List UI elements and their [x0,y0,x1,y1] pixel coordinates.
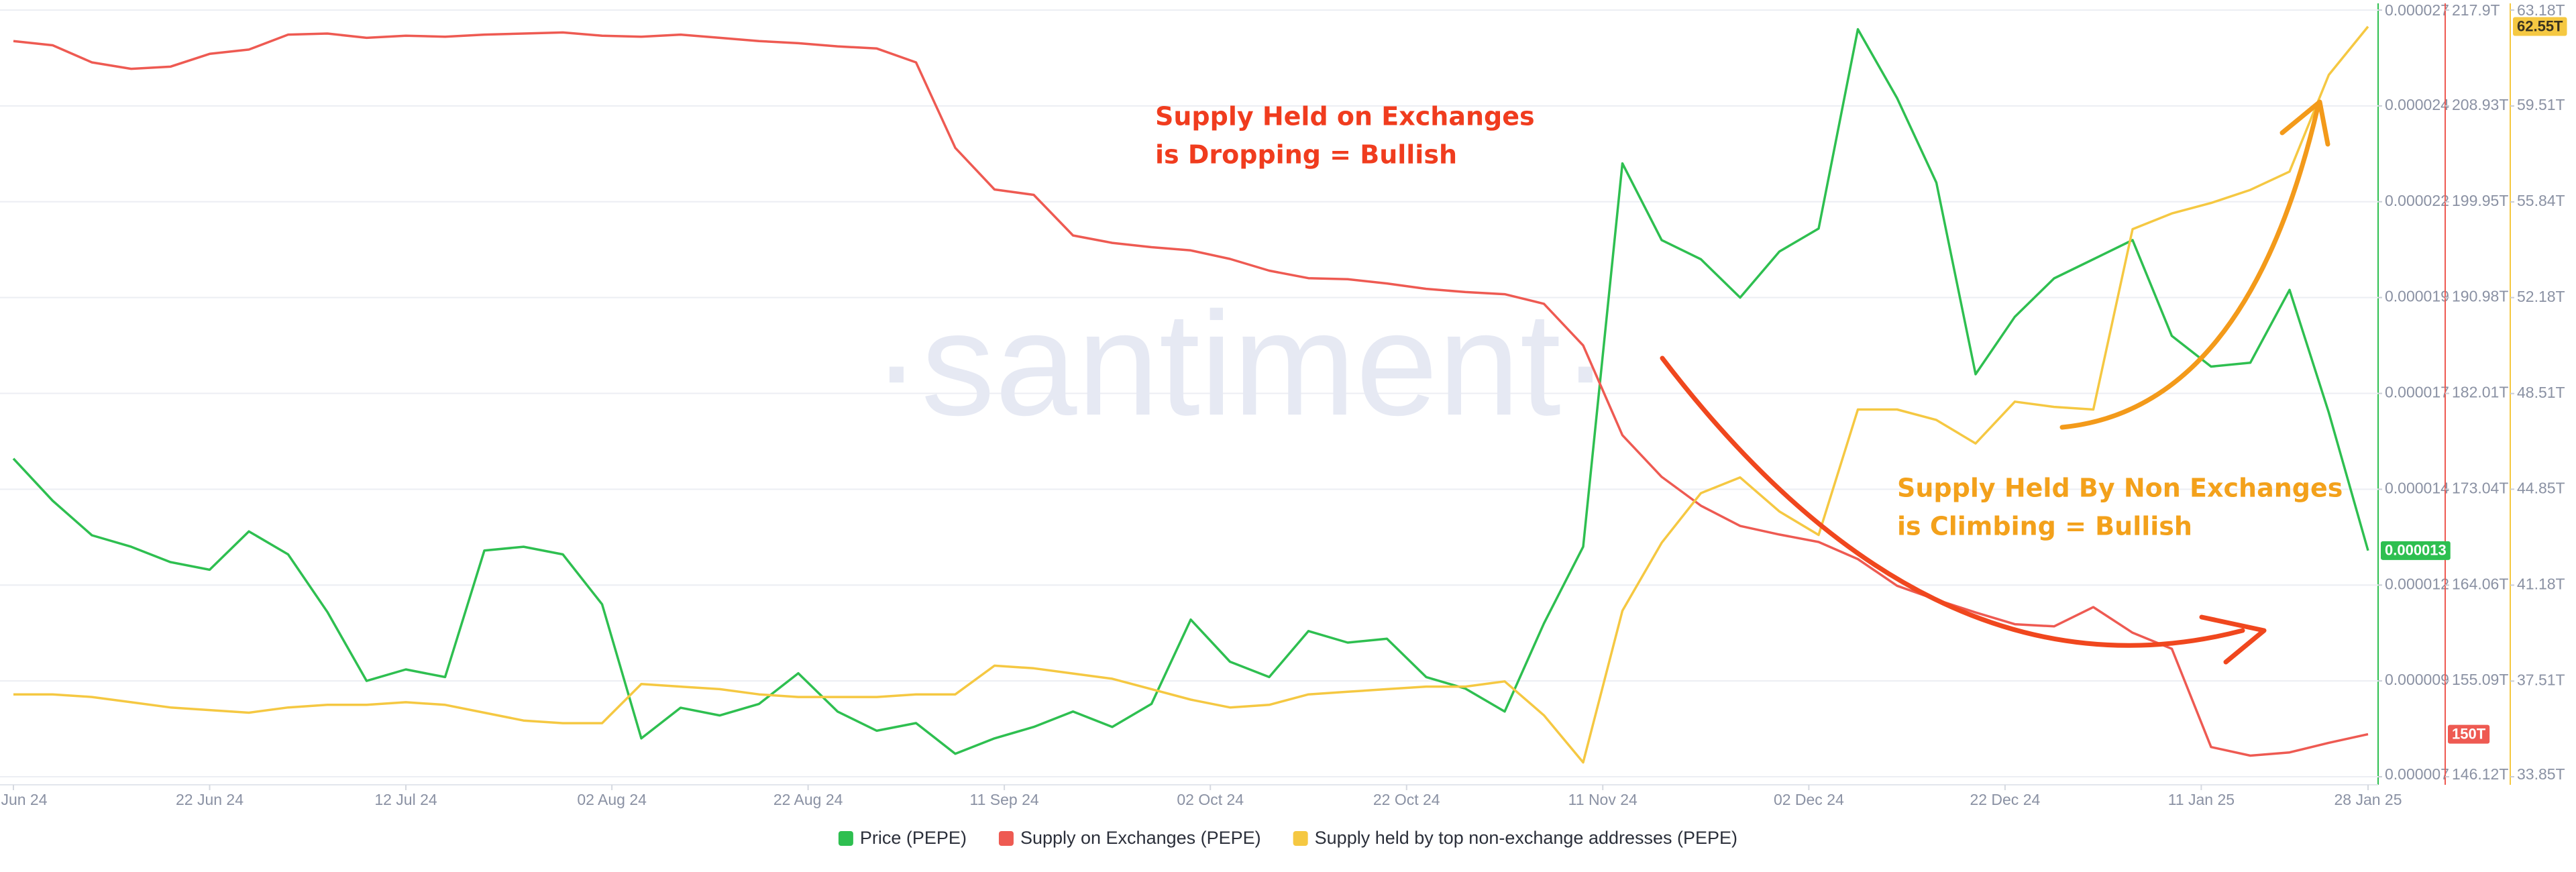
end-badge: 62.55T [2513,17,2567,36]
series-line [13,25,2369,764]
legend: Price (PEPE) Supply on Exchanges (PEPE) Su… [838,828,1737,848]
y-tick-label: 55.84T [2517,192,2565,209]
legend-label: Supply on Exchanges (PEPE) [1020,828,1261,848]
end-badge-label: 150T [2452,725,2486,742]
x-tick-label: 22 Jun 24 [176,791,244,808]
end-badge-box [2381,541,2451,560]
series-layer [12,25,2369,764]
y-tick-label: 190.98T [2452,288,2508,305]
y-tick-label: 217.9T [2452,1,2500,19]
y-tick-label: 41.18T [2517,575,2565,592]
y-tick-label: 0.000019 [2385,288,2449,305]
y-tick-label: 63.18T [2517,1,2565,19]
annotation: Supply Held By Non Exchanges [1897,474,2343,503]
y-tick-label: 0.000017 [2385,384,2449,401]
overlay-layer: 0.000013 150T 62.55T Supply Held on Exchang… [838,17,2567,848]
series-line [12,28,2369,755]
end-badge: 0.000013 [2381,541,2451,560]
red-arrowhead [2199,614,2267,665]
y-tick-label: 37.51T [2517,671,2565,688]
end-badge-box [2513,17,2567,36]
y-tick-label: 52.18T [2517,288,2565,305]
y-tick-label: 59.51T [2517,96,2565,113]
orange-arrow [2059,105,2320,430]
grid-layer: 0.000007 0.000009 0.000012 0.000014 0.000017… [0,1,2565,808]
y-tick-label: 48.51T [2517,384,2565,401]
orange-arrowhead [2279,99,2330,147]
legend-swatch [838,831,853,846]
y-tick-label: 208.93T [2452,96,2508,113]
y-tick-label: 182.01T [2452,384,2508,401]
x-tick-label: 22 Oct 24 [1373,791,1440,808]
annotation: is Climbing = Bullish [1897,512,2192,541]
x-tick-label: 02 Dec 24 [1774,791,1844,808]
annotation: is Dropping = Bullish [1155,140,1457,170]
legend-swatch [1293,831,1308,846]
y-tick-label: 0.000009 [2385,671,2449,688]
x-tick-label: 02 Oct 24 [1177,791,1244,808]
x-tick-label: 22 Dec 24 [1970,791,2040,808]
watermark: ·santiment· [872,281,1610,446]
y-tick-label: 33.85T [2517,765,2565,783]
y-tick-label: 0.000024 [2385,96,2449,113]
x-tick-label: 02 Aug 24 [577,791,647,808]
y-tick-label: 146.12T [2452,765,2508,783]
y-tick-label: 0.000014 [2385,479,2449,496]
y-tick-label: 0.000022 [2385,192,2449,209]
annotation: Supply Held on Exchanges [1155,102,1535,131]
y-tick-label: 164.06T [2452,575,2508,592]
x-tick-label: 22 Aug 24 [773,791,843,808]
series-line [13,31,2369,757]
end-badge-label: 0.000013 [2385,542,2447,559]
x-tick-label: 11 Nov 24 [1568,791,1638,808]
end-badge-label: 62.55T [2517,17,2563,34]
legend-swatch [998,831,1014,846]
y-tick-label: 155.09T [2452,671,2508,688]
y-tick-label: 0.000027 [2385,1,2449,19]
x-tick-label: 11 Sep 24 [970,791,1039,808]
legend-label: Supply held by top non-exchange addresse… [1315,828,1737,848]
x-tick-label: 11 Jan 25 [2168,791,2235,808]
x-tick-label: 28 Jan 25 [2334,791,2402,808]
red-arrow [1660,356,2245,648]
y-tick-label: 0.000007 [2385,765,2449,783]
end-badge-box [2448,724,2490,744]
x-tick-label: 12 Jul 24 [374,791,437,808]
y-tick-label: 173.04T [2452,479,2508,496]
x-tick-label: 02 Jun 24 [0,791,48,808]
end-badge: 150T [2448,724,2490,744]
y-tick-label: 44.85T [2517,479,2565,496]
legend-label: Price (PEPE) [860,828,967,848]
y-tick-label: 199.95T [2452,192,2508,209]
y-tick-label: 0.000012 [2385,575,2449,592]
